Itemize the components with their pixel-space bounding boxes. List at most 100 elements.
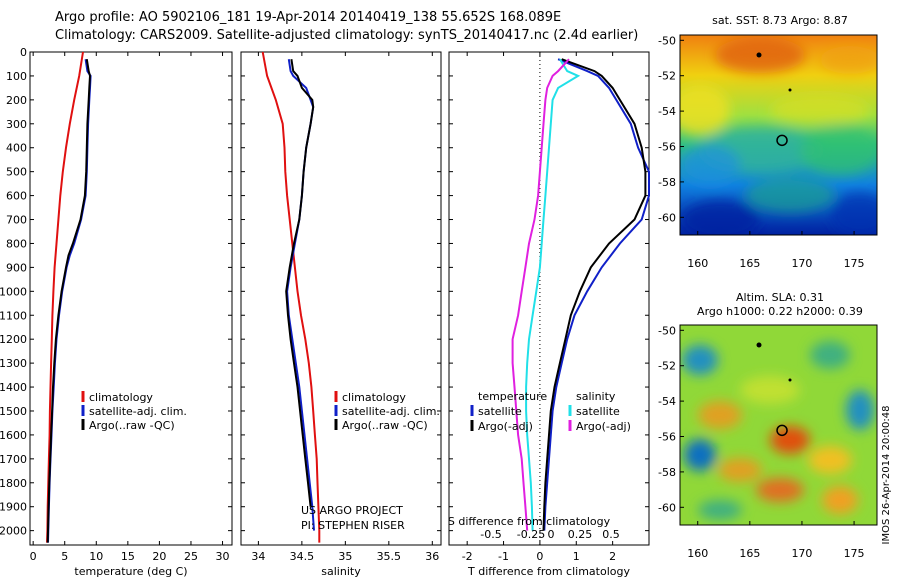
difference-x-tick-label: -2 [462, 550, 473, 563]
sla_map-y-tick-label: -58 [658, 466, 676, 479]
sla_map-x-tick-label: 165 [739, 547, 760, 560]
sst_map-argo-position-marker [776, 134, 788, 147]
depth-tick-label: 1800 [0, 477, 27, 490]
diff-top-tick-label: 0.25 [568, 528, 593, 541]
salinity-x-tick-label: 35.5 [377, 550, 402, 563]
header-line-1: Argo profile: AO 5902106_181 19-Apr-2014… [55, 10, 562, 25]
diff-top-tick-label: 0 [548, 528, 555, 541]
depth-tick-label: 600 [6, 190, 27, 203]
difference-axes-frame [448, 51, 650, 546]
temperature-x-tick-label: 0 [30, 550, 37, 563]
sst_map-y-tick-label: -60 [658, 211, 676, 224]
salinity-x-tick-label: 34 [251, 550, 265, 563]
salinity-x-tick-label: 34.5 [290, 550, 315, 563]
temperature-x-tick-label: 30 [216, 550, 230, 563]
depth-tick-label: 1100 [0, 309, 27, 322]
temperature-x-tick-label: 10 [89, 550, 103, 563]
depth-tick-label: 700 [6, 214, 27, 227]
sla_map-argo-position-marker [776, 424, 788, 437]
sst_map-y-tick-label: -54 [658, 105, 676, 118]
depth-tick-label: 300 [6, 118, 27, 131]
depth-tick-label: 1900 [0, 501, 27, 514]
sla-map-title: Altim. SLA: 0.31 [736, 291, 824, 304]
diff-top-tick-label: 0.5 [602, 528, 620, 541]
salinity-legend-item-1: satellite-adj. clim. [342, 405, 440, 418]
watermark-box: IMOS 26-Apr-2014 20:00:48 [878, 375, 896, 575]
sla-heatmap-image [680, 325, 877, 525]
difference-x-axis-label: T difference from climatology [467, 565, 630, 578]
salinity-legend-item-2: Argo(..raw -QC) [342, 419, 428, 432]
depth-tick-label: 1200 [0, 333, 27, 346]
imos-watermark: IMOS 26-Apr-2014 20:00:48 [881, 405, 892, 545]
difference-x-tick-label: 1 [573, 550, 580, 563]
diff-top-tick-label: -0.5 [480, 528, 501, 541]
difference-series-3-line [511, 58, 570, 531]
difference-x-tick-label: -1 [498, 550, 509, 563]
difference-series-0-line [543, 58, 650, 531]
diff-top-axis-label: S difference from climatology [448, 515, 611, 528]
sst_map-frame [679, 34, 878, 236]
sla_map-float-track-marker [788, 378, 792, 382]
difference-series-2-line [525, 58, 581, 531]
sla_map-y-tick-label: -54 [658, 395, 676, 408]
sst-heatmap-image [680, 35, 877, 235]
diff-legend-item-3: Argo(-adj) [576, 420, 631, 433]
salinity-legend-item-0: climatology [342, 391, 406, 404]
depth-tick-label: 1400 [0, 381, 27, 394]
temperature-x-tick-label: 25 [184, 550, 198, 563]
sst_map-float-track-marker [756, 52, 762, 58]
salinity-series-2-line [285, 59, 315, 507]
depth-tick-label: 900 [6, 261, 27, 274]
difference-x-tick-label: 0 [536, 550, 543, 563]
salinity-axes-frame [240, 51, 442, 546]
header-line-2: Climatology: CARS2009. Satellite-adjuste… [55, 28, 639, 43]
depth-tick-label: 1500 [0, 405, 27, 418]
temperature-x-tick-label: 20 [152, 550, 166, 563]
sla_map-y-tick-label: -60 [658, 501, 676, 514]
difference-series-1-line [542, 58, 647, 531]
sla_map-y-tick-label: -56 [658, 431, 676, 444]
depth-tick-label: 1700 [0, 453, 27, 466]
difference-x-tick-label: 2 [609, 550, 616, 563]
depth-tick-label: 2000 [0, 525, 27, 538]
temperature-legend-item-0: climatology [89, 391, 153, 404]
sla_map-x-tick-label: 160 [687, 547, 708, 560]
sst_map-x-tick-label: 170 [791, 257, 812, 270]
sla-map-subtitle: Argo h1000: 0.22 h2000: 0.39 [697, 305, 863, 318]
sst_map-y-tick-label: -56 [658, 141, 676, 154]
depth-tick-label: 0 [20, 46, 27, 59]
depth-tick-label: 1600 [0, 429, 27, 442]
depth-tick-label: 400 [6, 142, 27, 155]
temperature-x-tick-label: 5 [61, 550, 68, 563]
diff-legend-item-0: satellite [478, 405, 522, 418]
salinity-x-tick-label: 36 [425, 550, 439, 563]
sst_map-y-tick-label: -58 [658, 176, 676, 189]
sla_map-frame [679, 324, 878, 526]
sst-map-title: sat. SST: 8.73 Argo: 8.87 [712, 14, 848, 27]
temperature-legend-item-1: satellite-adj. clim. [89, 405, 187, 418]
diff-legend-header-temperature: temperature [478, 390, 547, 403]
salinity-x-tick-label: 35 [338, 550, 352, 563]
diff-top-tick-label: -0.25 [517, 528, 545, 541]
depth-tick-label: 1000 [0, 285, 27, 298]
sla_map-x-tick-label: 170 [791, 547, 812, 560]
temperature-series-0-line [46, 51, 84, 543]
salinity-series-0-line [261, 51, 321, 543]
salinity-x-axis-label: salinity [321, 565, 361, 578]
sla_map-y-tick-label: -52 [658, 360, 676, 373]
temperature-x-axis-label: temperature (deg C) [74, 565, 187, 578]
depth-tick-label: 200 [6, 94, 27, 107]
sst_map-x-tick-label: 175 [844, 257, 865, 270]
project-annotation-line2: PI: STEPHEN RISER [301, 519, 405, 532]
depth-tick-label: 1300 [0, 357, 27, 370]
sla_map-y-tick-label: -50 [658, 324, 676, 337]
sst_map-y-tick-label: -52 [658, 70, 676, 83]
temperature-legend-item-2: Argo(..raw -QC) [89, 419, 175, 432]
sla_map-x-tick-label: 175 [844, 547, 865, 560]
sst_map-x-tick-label: 160 [687, 257, 708, 270]
sst_map-float-track-marker [788, 88, 792, 92]
temperature-axes-frame [29, 51, 233, 546]
depth-tick-label: 100 [6, 70, 27, 83]
